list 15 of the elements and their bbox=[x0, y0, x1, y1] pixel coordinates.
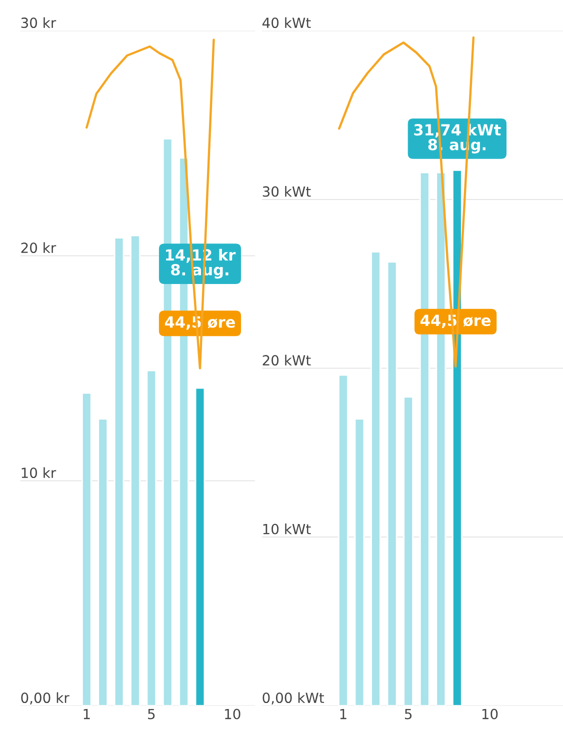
y-tick-label: 30 kWt bbox=[262, 186, 311, 197]
x-tick-label: 1 bbox=[340, 708, 346, 720]
y-tick-label: 20 kWt bbox=[262, 354, 311, 366]
x-tick-label: 10 bbox=[225, 708, 240, 720]
x-tick-label: 1 bbox=[84, 708, 90, 720]
y-tick-label: 0,00 kWt bbox=[262, 692, 324, 704]
y-tick-label: 10 kWt bbox=[263, 524, 311, 534]
x-tick-label: 5 bbox=[404, 708, 412, 720]
x-tick-label: 5 bbox=[148, 708, 155, 720]
y-tick-label: 20 kr bbox=[21, 242, 56, 254]
y-tick-label: 40 kWt bbox=[262, 17, 311, 28]
y-tick-label: 10 kr bbox=[22, 467, 56, 478]
y-tick-label: 0,00 kr bbox=[21, 692, 70, 704]
y-tick-label: 30 kr bbox=[21, 17, 56, 28]
x-tick-label: 10 bbox=[482, 708, 498, 720]
